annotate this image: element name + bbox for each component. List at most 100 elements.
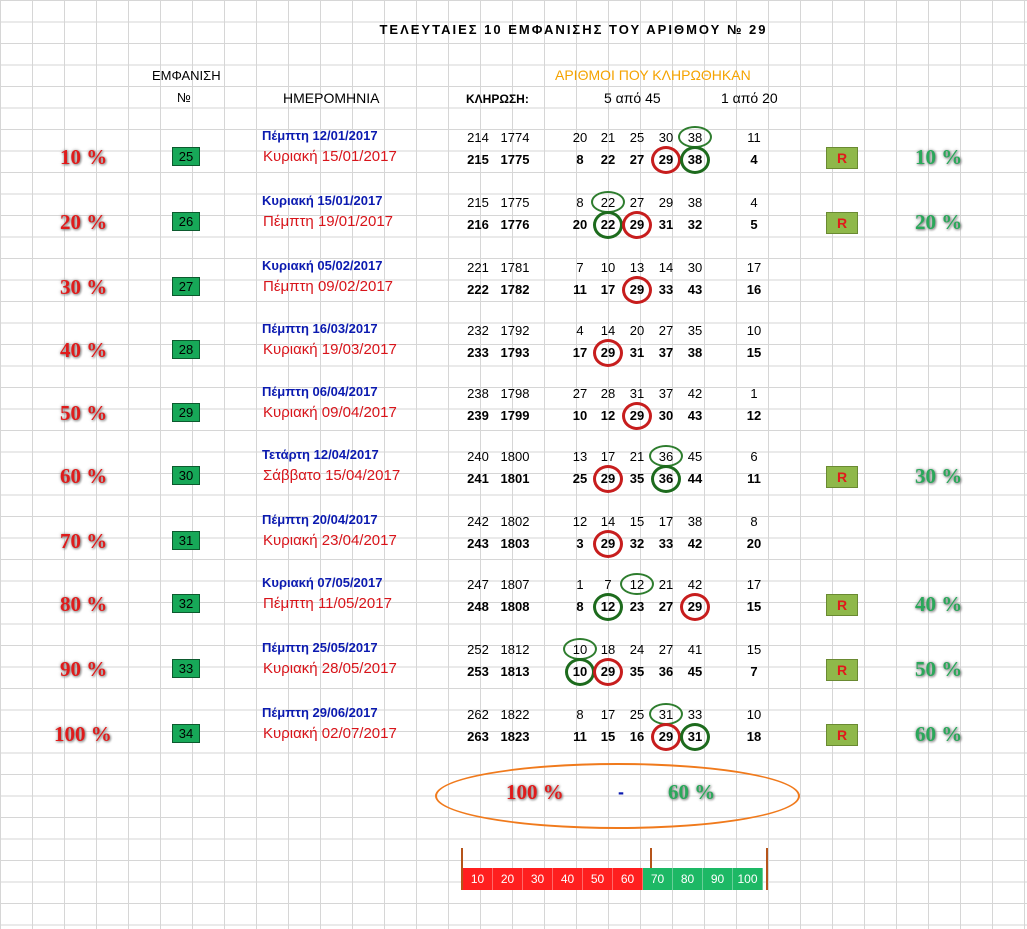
strip-cell-red: 50 xyxy=(583,868,613,890)
summary-separator: - xyxy=(618,782,624,802)
header-appearance: ΕΜΦΑΝΙΣΗ xyxy=(152,68,221,83)
appearance-badge: 27 xyxy=(172,277,200,296)
draw-date: Κυριακή 19/03/2017 xyxy=(263,341,397,358)
repeat-badge: R xyxy=(826,659,858,681)
strip-cell-red: 30 xyxy=(523,868,553,890)
bonus-number: 15 xyxy=(746,345,762,360)
prev-draw-a: 247 xyxy=(467,577,489,592)
prev-number: 13 xyxy=(629,260,645,275)
appearance-badge: 30 xyxy=(172,466,200,485)
drawn-number: 31 xyxy=(629,345,645,360)
prev-draw-date: Πέμπτη 06/04/2017 xyxy=(262,384,378,399)
strip-cell-green: 80 xyxy=(673,868,703,890)
repeat-match-ring xyxy=(680,723,710,751)
prev-number: 20 xyxy=(629,323,645,338)
prev-bonus: 6 xyxy=(750,449,758,464)
drawn-number: 42 xyxy=(687,536,703,551)
drawn-number: 17 xyxy=(572,345,588,360)
bonus-number: 12 xyxy=(746,408,762,423)
target-29-ring xyxy=(680,593,710,621)
prev-number: 38 xyxy=(687,195,703,210)
draw-b: 1776 xyxy=(500,217,530,232)
drawn-number: 11 xyxy=(573,282,587,297)
prev-match-ring xyxy=(620,573,654,595)
bonus-number: 4 xyxy=(750,152,758,167)
prev-draw-date: Πέμπτη 25/05/2017 xyxy=(262,640,378,655)
target-29-ring xyxy=(593,465,623,493)
prev-draw-date: Πέμπτη 29/06/2017 xyxy=(262,705,378,720)
header-drawn-numbers: ΑΡΙΘΜΟΙ ΠΟΥ ΚΛΗΡΩΘΗΚΑΝ xyxy=(555,67,751,83)
drawn-number: 11 xyxy=(573,729,587,744)
prev-draw-date: Πέμπτη 16/03/2017 xyxy=(262,321,378,336)
drawn-number: 22 xyxy=(600,152,616,167)
bonus-number: 16 xyxy=(746,282,762,297)
prev-number: 37 xyxy=(658,386,674,401)
pct-left: 10 % xyxy=(60,145,108,169)
prev-number: 17 xyxy=(600,449,616,464)
summary-left: 100 % xyxy=(506,780,564,804)
appearance-badge: 34 xyxy=(172,724,200,743)
draw-date: Πέμπτη 11/05/2017 xyxy=(263,595,392,612)
prev-draw-b: 1798 xyxy=(500,386,530,401)
draw-a: 253 xyxy=(467,664,489,679)
repeat-badge: R xyxy=(826,147,858,169)
strip-cell-red: 20 xyxy=(493,868,523,890)
drawn-number: 33 xyxy=(658,282,674,297)
draw-a: 239 xyxy=(467,408,489,423)
strip-cell-green: 100 xyxy=(733,868,763,890)
drawn-number: 23 xyxy=(629,599,645,614)
drawn-number: 33 xyxy=(658,536,674,551)
prev-number: 38 xyxy=(687,514,703,529)
target-29-ring xyxy=(622,276,652,304)
prev-draw-b: 1792 xyxy=(500,323,530,338)
prev-number: 8 xyxy=(576,707,584,722)
repeat-badge: R xyxy=(826,594,858,616)
pct-left: 50 % xyxy=(60,401,108,425)
pct-left: 60 % xyxy=(60,464,108,488)
strip-cell-red: 40 xyxy=(553,868,583,890)
prev-draw-b: 1822 xyxy=(500,707,530,722)
prev-number: 7 xyxy=(604,577,612,592)
draw-b: 1775 xyxy=(500,152,530,167)
prev-bonus: 17 xyxy=(746,260,762,275)
drawn-number: 8 xyxy=(576,152,584,167)
draw-b: 1793 xyxy=(500,345,530,360)
prev-draw-date: Κυριακή 15/01/2017 xyxy=(262,193,383,208)
pct-left: 70 % xyxy=(60,529,108,553)
repeat-badge: R xyxy=(826,466,858,488)
draw-a: 216 xyxy=(467,217,489,232)
draw-date: Σάββατο 15/04/2017 xyxy=(263,467,401,484)
target-29-ring xyxy=(593,339,623,367)
header-draw: ΚΛΗΡΩΣΗ: xyxy=(466,92,529,106)
pct-left: 80 % xyxy=(60,592,108,616)
draw-b: 1799 xyxy=(500,408,530,423)
draw-b: 1823 xyxy=(500,729,530,744)
prev-draw-date: Κυριακή 07/05/2017 xyxy=(262,575,383,590)
prev-number: 14 xyxy=(658,260,674,275)
target-29-ring xyxy=(622,402,652,430)
prev-draw-a: 232 xyxy=(467,323,489,338)
drawn-number: 12 xyxy=(600,408,616,423)
strip-cell-red: 60 xyxy=(613,868,643,890)
prev-draw-b: 1775 xyxy=(500,195,530,210)
drawn-number: 27 xyxy=(629,152,645,167)
draw-date: Κυριακή 28/05/2017 xyxy=(263,660,397,677)
summary-oval xyxy=(435,763,800,829)
prev-number: 21 xyxy=(629,449,645,464)
prev-number: 13 xyxy=(572,449,588,464)
percentage-strip: 10 20 30 40 50 60 70 80 90 100 xyxy=(463,868,763,890)
repeat-match-ring xyxy=(651,465,681,493)
drawn-number: 38 xyxy=(687,345,703,360)
appearance-badge: 33 xyxy=(172,659,200,678)
prev-number: 12 xyxy=(572,514,588,529)
prev-number: 25 xyxy=(629,707,645,722)
prev-number: 15 xyxy=(629,514,645,529)
appearance-badge: 28 xyxy=(172,340,200,359)
drawn-number: 44 xyxy=(687,471,703,486)
prev-number: 14 xyxy=(600,323,616,338)
prev-number: 17 xyxy=(600,707,616,722)
drawn-number: 31 xyxy=(658,217,674,232)
prev-draw-b: 1800 xyxy=(500,449,530,464)
prev-bonus: 10 xyxy=(746,707,762,722)
draw-a: 222 xyxy=(467,282,489,297)
